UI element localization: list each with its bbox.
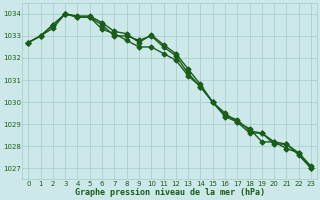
X-axis label: Graphe pression niveau de la mer (hPa): Graphe pression niveau de la mer (hPa): [75, 188, 265, 197]
